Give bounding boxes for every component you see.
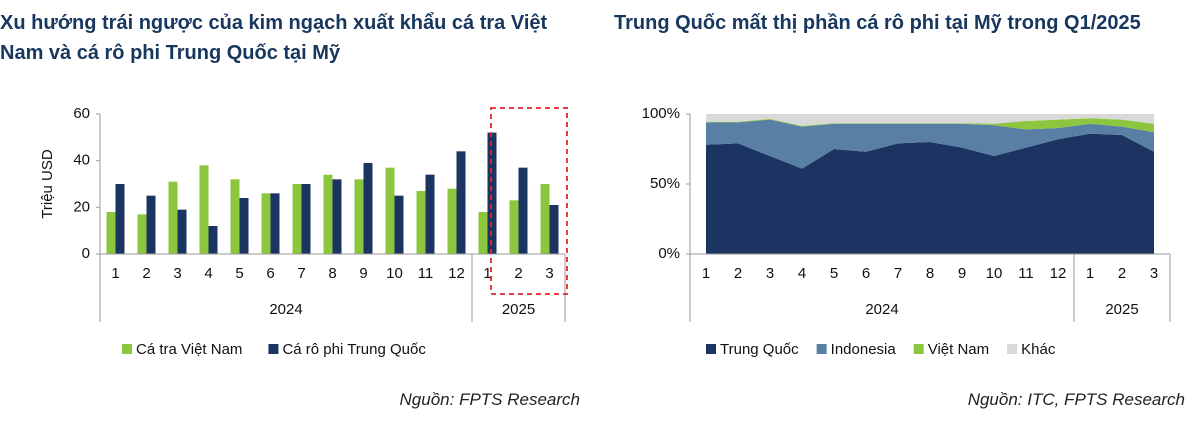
legend-label: Cá rô phi Trung Quốc <box>282 341 426 358</box>
bar <box>478 212 488 254</box>
bar <box>394 195 404 254</box>
y-tick-label: 0% <box>658 245 680 262</box>
area <box>706 119 1154 169</box>
x-tick-label: 2 <box>1118 265 1126 282</box>
x-tick-label: 2 <box>142 265 150 282</box>
group-label: 2025 <box>1105 301 1138 318</box>
x-tick-label: 2 <box>514 265 522 282</box>
legend-swatch <box>1007 344 1018 354</box>
legend-label: Khác <box>1021 341 1056 358</box>
bar <box>416 191 426 254</box>
legend-swatch <box>706 344 716 354</box>
x-tick-label: 1 <box>111 265 119 282</box>
bar <box>292 184 302 254</box>
legend-label: Indonesia <box>831 341 897 358</box>
x-tick-label: 9 <box>958 265 966 282</box>
chart-title: Xu hướng trái ngược của kim ngạch xuất k… <box>0 12 548 64</box>
bar <box>270 193 280 254</box>
x-tick-label: 5 <box>235 265 243 282</box>
x-tick-label: 3 <box>545 265 553 282</box>
area <box>706 133 1154 254</box>
y-tick-label: 60 <box>73 105 90 122</box>
bar <box>106 212 116 254</box>
x-tick-label: 1 <box>702 265 710 282</box>
source: Nguồn: ITC, FPTS Research <box>967 390 1185 409</box>
bar <box>354 179 364 254</box>
legend-swatch <box>816 344 827 354</box>
x-tick-label: 10 <box>386 265 403 282</box>
group-label: 2025 <box>502 301 535 318</box>
bar <box>177 209 187 254</box>
x-tick-label: 8 <box>926 265 934 282</box>
x-tick-label: 4 <box>204 265 212 282</box>
bar <box>137 214 147 254</box>
group-label: 2024 <box>865 301 898 318</box>
legend-swatch <box>268 344 279 354</box>
bar <box>509 200 519 254</box>
bar <box>230 179 240 254</box>
bar <box>363 163 373 254</box>
bar <box>301 184 311 254</box>
bar <box>199 165 209 254</box>
bar <box>168 181 178 254</box>
area <box>706 114 1154 126</box>
bar <box>261 193 271 254</box>
y-tick-label: 20 <box>73 198 90 215</box>
bar <box>239 198 249 254</box>
y-tick-label: 40 <box>73 152 90 169</box>
x-tick-label: 7 <box>894 265 902 282</box>
legend-label: Trung Quốc <box>720 341 799 358</box>
bar <box>146 195 156 254</box>
y-tick-label: 0 <box>82 245 90 262</box>
x-tick-label: 11 <box>418 265 434 282</box>
legend-swatch <box>122 344 132 354</box>
area <box>706 118 1154 133</box>
bar <box>385 167 395 254</box>
legend-label: Việt Nam <box>928 341 989 358</box>
bar <box>115 184 125 254</box>
bar <box>425 174 435 254</box>
x-tick-label: 3 <box>1150 265 1158 282</box>
x-tick-label: 8 <box>328 265 336 282</box>
x-tick-label: 4 <box>798 265 806 282</box>
bar <box>208 226 218 254</box>
x-tick-label: 7 <box>297 265 305 282</box>
y-axis-label: Triệu USD <box>39 149 56 219</box>
source: Nguồn: FPTS Research <box>399 390 580 409</box>
bar <box>332 179 342 254</box>
y-tick-label: 100% <box>642 105 680 122</box>
y-tick-label: 50% <box>650 175 680 192</box>
x-tick-label: 6 <box>266 265 274 282</box>
x-tick-label: 5 <box>830 265 838 282</box>
bar <box>540 184 550 254</box>
x-tick-label: 6 <box>862 265 870 282</box>
x-tick-label: 3 <box>173 265 181 282</box>
x-tick-label: 9 <box>359 265 367 282</box>
legend-label: Cá tra Việt Nam <box>136 341 242 358</box>
x-tick-label: 2 <box>734 265 742 282</box>
x-tick-label: 12 <box>448 265 465 282</box>
bar <box>456 151 466 254</box>
chart-title: Trung Quốc mất thị phần cá rô phi tại Mỹ… <box>614 12 1141 34</box>
x-tick-label: 1 <box>1086 265 1094 282</box>
x-tick-label: 1 <box>483 265 491 282</box>
x-tick-label: 3 <box>766 265 774 282</box>
group-label: 2024 <box>269 301 302 318</box>
x-tick-label: 12 <box>1050 265 1067 282</box>
bar <box>487 132 497 254</box>
x-tick-label: 11 <box>1018 265 1034 282</box>
x-tick-label: 10 <box>986 265 1003 282</box>
bar <box>323 174 333 254</box>
bar <box>518 167 528 254</box>
highlight-box <box>490 107 568 295</box>
bar <box>549 205 559 254</box>
legend-swatch <box>913 344 924 354</box>
bar <box>447 188 457 254</box>
